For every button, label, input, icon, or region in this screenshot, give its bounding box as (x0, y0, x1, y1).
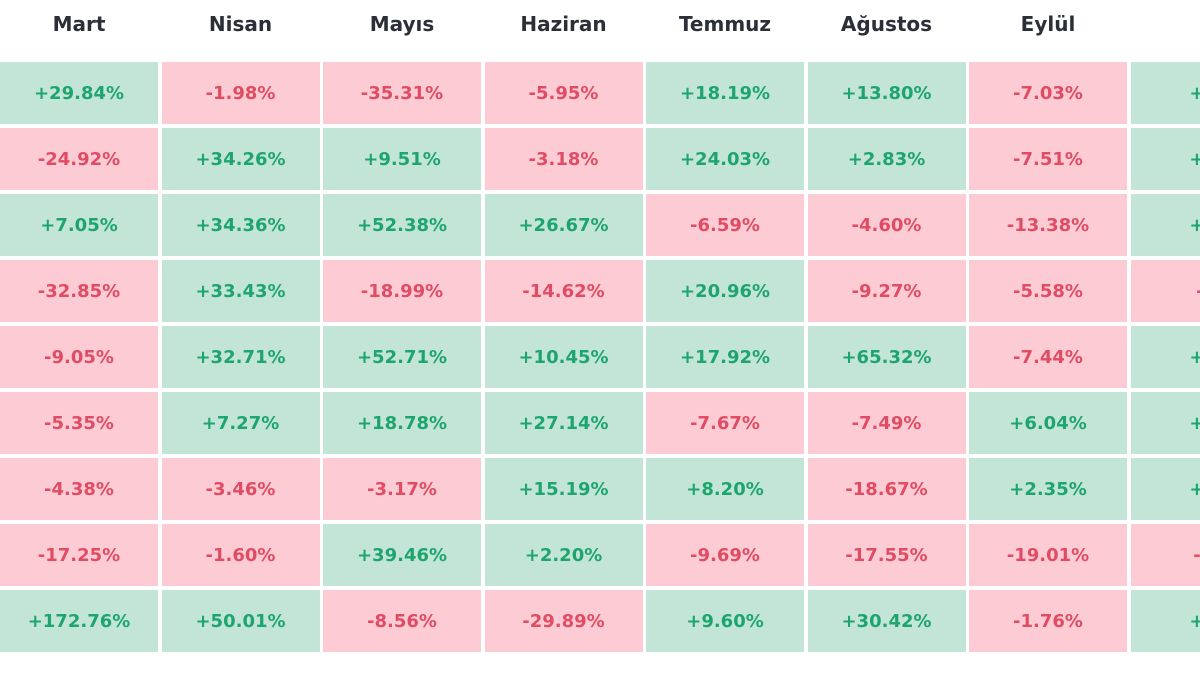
return-cell: +65.32% (807, 326, 966, 388)
return-cell: +50.01% (161, 590, 320, 652)
return-cell: -7.49% (807, 392, 966, 454)
return-cell: +2.20% (484, 524, 643, 586)
return-cell: +33.43% (161, 260, 320, 322)
column-header: Eylül (1020, 12, 1076, 36)
return-cell: +52.71% (323, 326, 481, 388)
column-header: El (1131, 0, 1200, 48)
return-cell: -4.60% (807, 194, 966, 256)
return-cell: +9.60% (646, 590, 804, 652)
return-cell: -19.01% (969, 524, 1127, 586)
return-cell: -24.92% (0, 128, 158, 190)
column-header: Temmuz (678, 12, 772, 36)
return-cell: +30.42% (807, 590, 966, 652)
return-cell: +34.36% (161, 194, 320, 256)
return-cell: +2.35% (969, 458, 1127, 520)
return-cell: -18.67% (807, 458, 966, 520)
return-cell: -7.51% (969, 128, 1127, 190)
return-cell: +32.71% (161, 326, 320, 388)
return-cell: -3.18% (484, 128, 643, 190)
return-cell: +18.19% (646, 62, 804, 124)
return-cell: -3.46% (161, 458, 320, 520)
return-cell: +10.45% (484, 326, 643, 388)
return-cell: +15.19% (484, 458, 643, 520)
return-cell: +7.05% (0, 194, 158, 256)
column-header: Ağustos (840, 12, 933, 36)
return-cell: -1.76% (969, 590, 1127, 652)
return-cell: +24.03% (646, 128, 804, 190)
return-cell: +172.76% (0, 590, 158, 652)
return-cell: -1.98% (161, 62, 320, 124)
return-cell: +27 (1130, 128, 1200, 190)
return-cell: -14.62% (484, 260, 643, 322)
return-cell: +60 (1130, 590, 1200, 652)
return-cell: +10 (1130, 62, 1200, 124)
return-cell: -6.59% (646, 194, 804, 256)
return-cell: -3.17% (323, 458, 481, 520)
return-cell: +9.51% (323, 128, 481, 190)
return-cell: +6.04% (969, 392, 1127, 454)
return-cell: -5.95% (484, 62, 643, 124)
return-cell: -17.55% (807, 524, 966, 586)
return-cell: +2.83% (807, 128, 966, 190)
return-cell: +17.92% (646, 326, 804, 388)
return-cell: -4.38% (0, 458, 158, 520)
return-cell: +26.67% (484, 194, 643, 256)
return-cell: +13.80% (807, 62, 966, 124)
return-cell: -17.25% (0, 524, 158, 586)
return-cell: -7.03% (969, 62, 1127, 124)
return-cell: -13.38% (969, 194, 1127, 256)
return-cell: -7.67% (646, 392, 804, 454)
return-cell: +33 (1130, 458, 1200, 520)
return-cell: +8.20% (646, 458, 804, 520)
return-cell: -18.99% (323, 260, 481, 322)
return-cell: -32.85% (0, 260, 158, 322)
return-cell: +10 (1130, 194, 1200, 256)
return-cell: +18.78% (323, 392, 481, 454)
return-cell: -9.27% (807, 260, 966, 322)
return-cell: -29.89% (484, 590, 643, 652)
return-cell: +7.27% (161, 392, 320, 454)
column-header: Haziran (520, 12, 607, 36)
return-cell: +52.38% (323, 194, 481, 256)
return-cell: -5.58% (969, 260, 1127, 322)
return-cell: -5.35% (0, 392, 158, 454)
return-cell: -35.31% (323, 62, 481, 124)
column-header: Mayıs (369, 12, 435, 36)
return-cell: -8.56% (323, 590, 481, 652)
return-cell: -12 (1130, 524, 1200, 586)
return-cell: +29.84% (0, 62, 158, 124)
return-cell: -9.05% (0, 326, 158, 388)
column-header: Mart (52, 12, 106, 36)
column-header: Nisan (208, 12, 273, 36)
return-cell: +20.96% (646, 260, 804, 322)
return-cell: -9.69% (646, 524, 804, 586)
return-cell: -7.44% (969, 326, 1127, 388)
return-cell: -1.60% (161, 524, 320, 586)
return-cell: +39.46% (323, 524, 481, 586)
return-cell: +27.14% (484, 392, 643, 454)
return-cell: +47 (1130, 326, 1200, 388)
return-cell: +34.26% (161, 128, 320, 190)
return-cell: -3. (1130, 260, 1200, 322)
return-cell: +14 (1130, 392, 1200, 454)
